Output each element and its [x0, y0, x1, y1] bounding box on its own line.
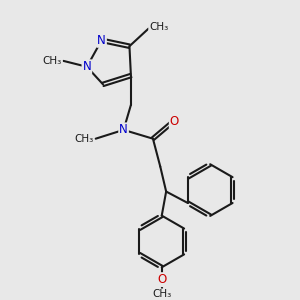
Text: CH₃: CH₃ — [152, 289, 171, 299]
Text: CH₃: CH₃ — [43, 56, 62, 66]
Text: N: N — [119, 123, 128, 136]
Text: CH₃: CH₃ — [74, 134, 93, 144]
Text: O: O — [170, 116, 179, 128]
Text: CH₃: CH₃ — [149, 22, 168, 32]
Text: N: N — [97, 34, 106, 47]
Text: O: O — [157, 273, 167, 286]
Text: N: N — [82, 60, 91, 73]
